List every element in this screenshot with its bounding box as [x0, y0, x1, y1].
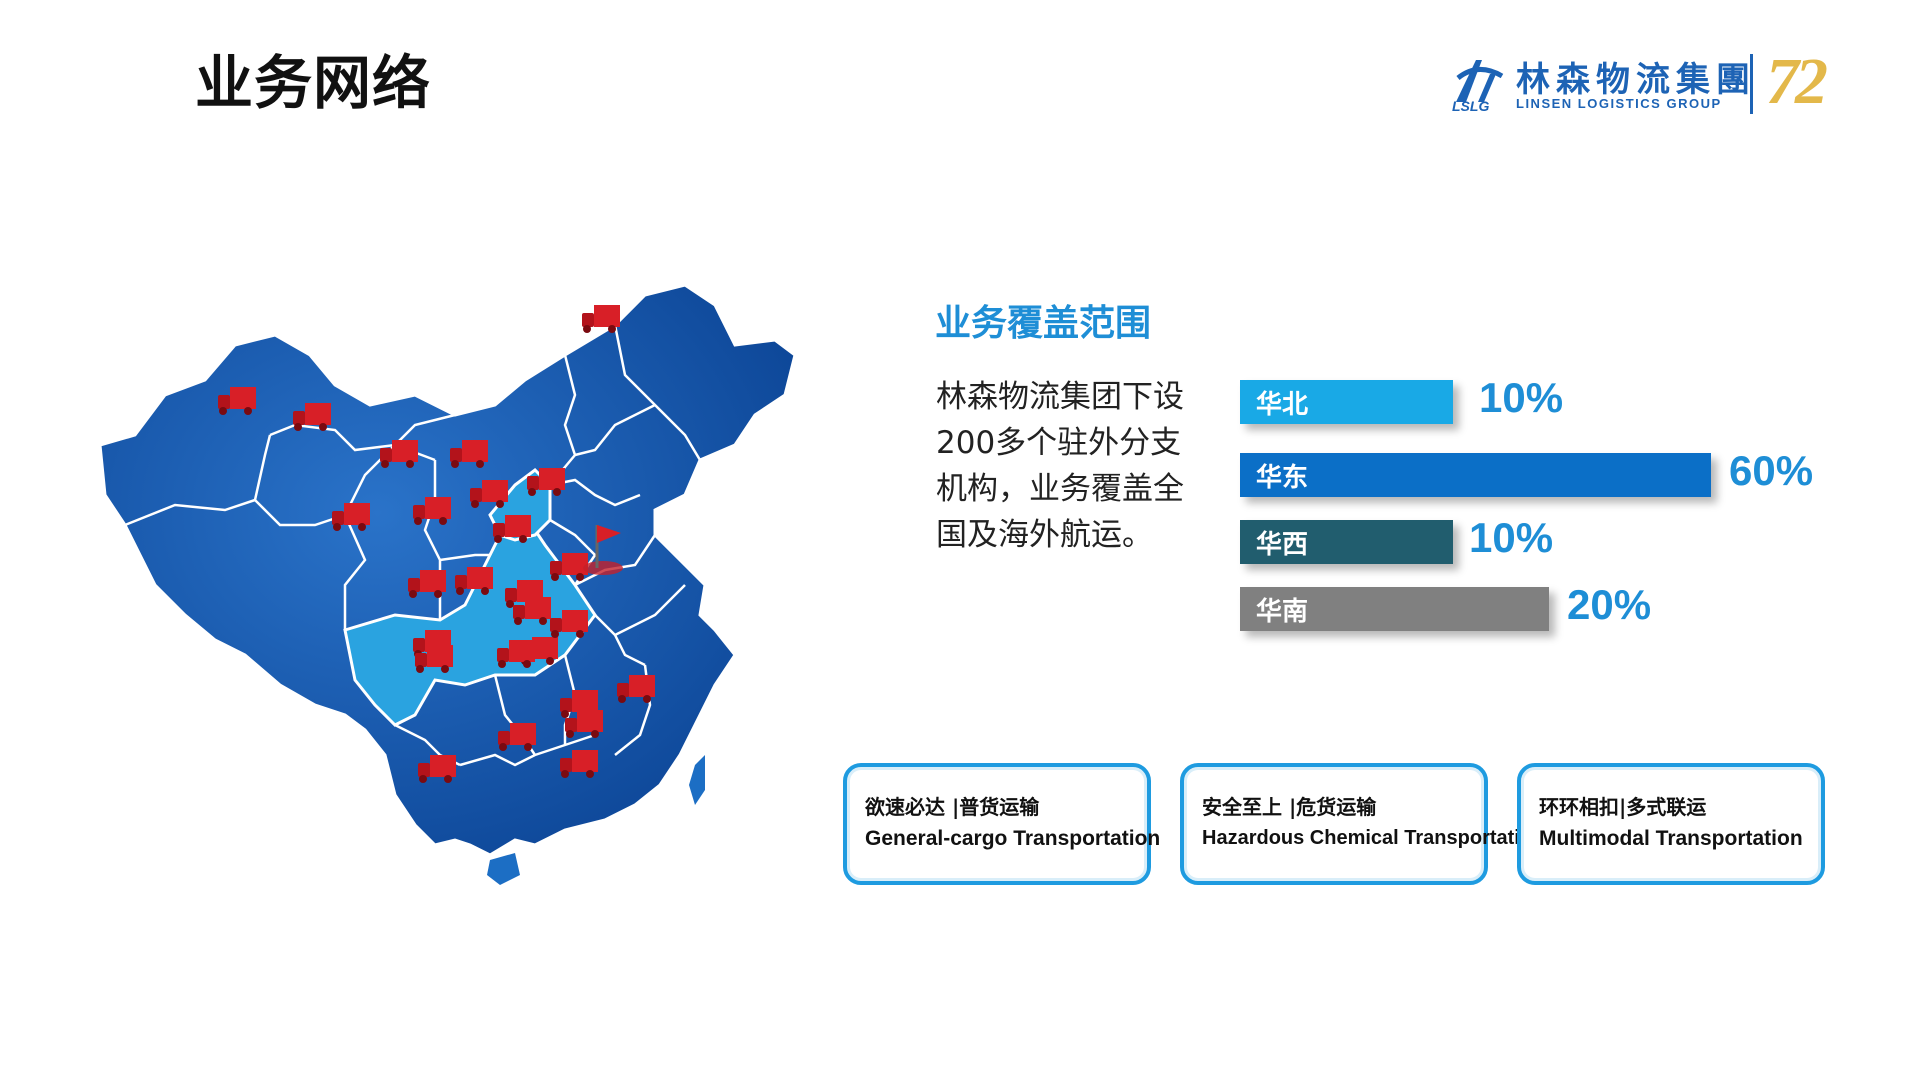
- coverage-description: 林森物流集团下设200多个驻外分支机构，业务覆盖全国及海外航运。: [936, 379, 1184, 553]
- service-en-label: Multimodal Transportation: [1539, 827, 1803, 850]
- region-bar: 华北: [1240, 380, 1453, 424]
- logo-anniversary: 72: [1766, 45, 1828, 118]
- taiwan-island: [689, 755, 705, 805]
- region-bar-percent: 10%: [1469, 514, 1554, 561]
- flag-pin-icon: [583, 525, 623, 575]
- service-cn-label: 欲速必达 |普货运输: [865, 795, 1040, 819]
- service-en-label: General-cargo Transportation: [865, 827, 1161, 850]
- region-bar-percent: 10%: [1479, 374, 1564, 421]
- logo-mark-icon: [1456, 60, 1504, 102]
- hainan-island: [487, 853, 520, 885]
- coverage-heading: 业务覆盖范围: [935, 303, 1152, 344]
- service-cn-label: 安全至上 |危货运输: [1202, 795, 1377, 819]
- service-card-general-cargo[interactable]: 欲速必达 |普货运输 General-cargo Transportation: [843, 763, 1160, 885]
- region-bar-label: 华北: [1256, 390, 1309, 420]
- company-logo: LSLG 林森物流集團 LINSEN LOGISTICS GROUP 72: [1448, 45, 1848, 120]
- service-card-multimodal[interactable]: 环环相扣|多式联运 Multimodal Transportation: [1517, 763, 1825, 885]
- china-coverage-map: [95, 283, 865, 895]
- china-map: [98, 283, 797, 885]
- truck-icon: [582, 305, 620, 333]
- region-bar: 华东: [1240, 453, 1711, 497]
- region-bar-label: 华东: [1256, 463, 1309, 493]
- region-bar-label: 华南: [1256, 597, 1309, 627]
- page-title: 业务网络: [195, 49, 432, 117]
- service-card-hazardous[interactable]: 安全至上 |危货运输 Hazardous Chemical Transporta…: [1180, 763, 1544, 885]
- service-en-label: Hazardous Chemical Transportation: [1202, 827, 1545, 849]
- region-bar: 华南: [1240, 587, 1549, 631]
- logo-divider: [1750, 54, 1753, 114]
- region-bar: 华西: [1240, 520, 1453, 564]
- logo-cn-name: 林森物流集團: [1516, 60, 1756, 100]
- region-bar-label: 华西: [1256, 530, 1309, 560]
- logo-abbr: LSLG: [1452, 98, 1490, 114]
- region-bar-percent: 60%: [1729, 447, 1814, 494]
- service-cn-label: 环环相扣|多式联运: [1539, 795, 1707, 819]
- region-bar-percent: 20%: [1567, 581, 1652, 628]
- logo-en-name: LINSEN LOGISTICS GROUP: [1516, 96, 1722, 111]
